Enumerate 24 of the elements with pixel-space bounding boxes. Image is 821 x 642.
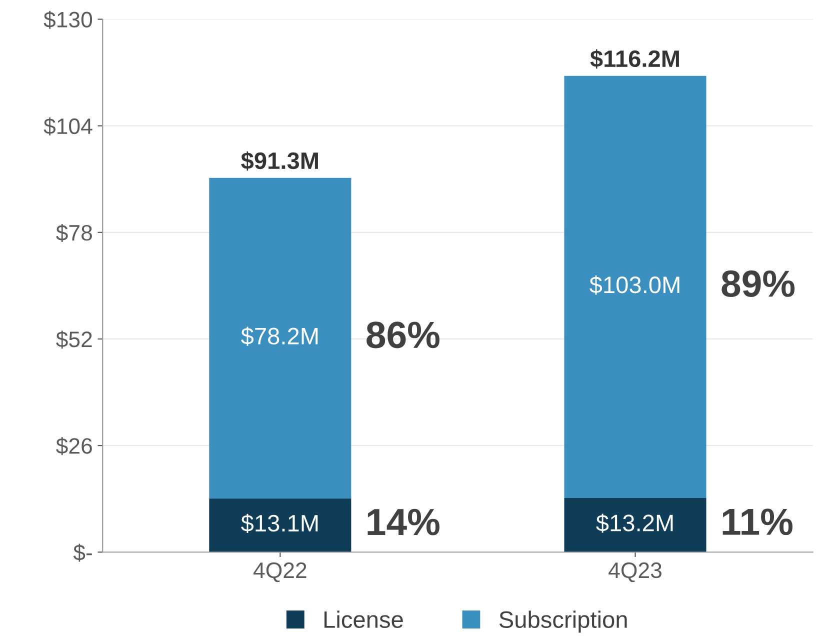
data-label: $78.2M [241, 326, 318, 346]
y-tick-label: $26 [56, 437, 92, 456]
data-label: $103.0M [590, 276, 680, 295]
legend-label: License [324, 610, 403, 628]
data-label: $13.2M [596, 514, 673, 533]
x-tick-label: 4Q22 [254, 562, 306, 582]
y-tick-label: $104 [44, 117, 92, 136]
annotation: 11% [722, 508, 792, 536]
bar [209, 498, 352, 552]
y-tick-label: $- [73, 544, 92, 562]
y-tick-label: $78 [56, 224, 92, 242]
bar [209, 178, 352, 498]
y-tick-label: $52 [56, 330, 92, 349]
bar [564, 498, 706, 552]
total-label: $91.3M [241, 151, 318, 171]
y-tick-label: $130 [44, 10, 92, 29]
total-label: $116.2M [590, 49, 679, 69]
bar [564, 76, 706, 498]
annotation: 14% [368, 508, 440, 536]
x-tick-label: 4Q23 [608, 562, 662, 582]
annotation: 86% [366, 322, 440, 348]
data-label: $13.1M [241, 514, 318, 534]
legend-label: Subscription [499, 610, 627, 633]
annotation: 89% [722, 270, 795, 297]
